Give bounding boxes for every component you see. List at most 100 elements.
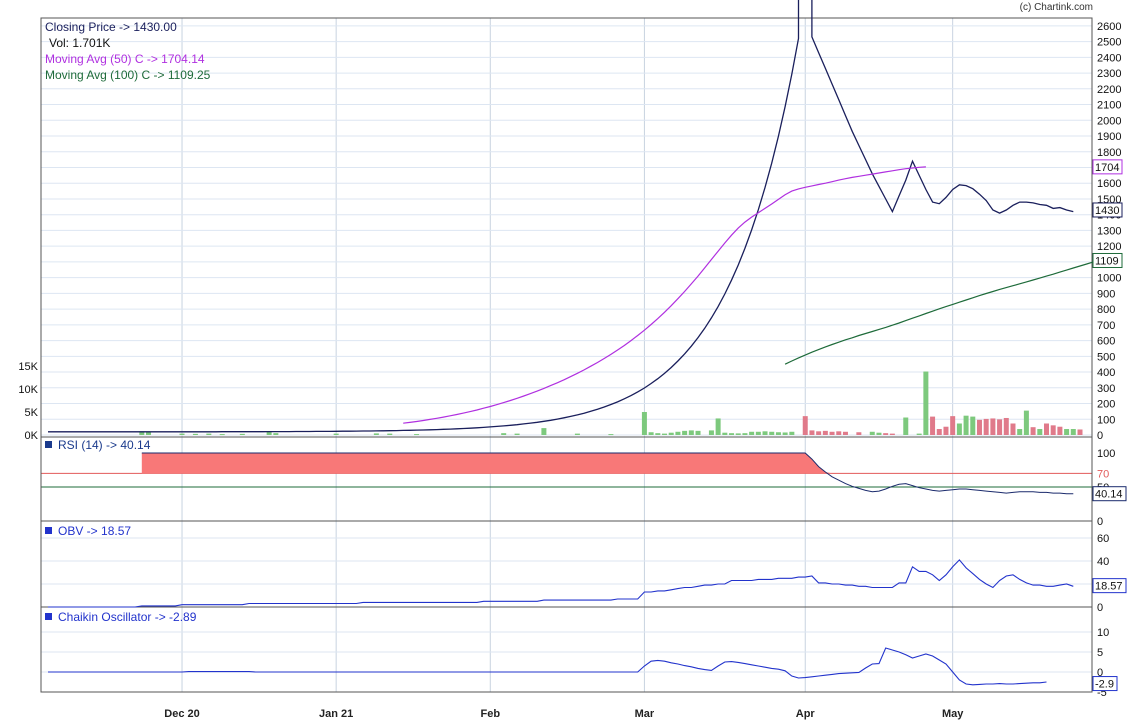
- price-y-tick: 1600: [1097, 178, 1121, 190]
- rsi-y-tick: 70: [1097, 468, 1109, 480]
- volume-bar: [1043, 423, 1049, 435]
- volume-bar: [970, 416, 976, 435]
- obv-line: [48, 559, 1074, 608]
- volume-bar: [1064, 429, 1070, 435]
- price-y-tick: 400: [1097, 367, 1115, 379]
- volume-bar: [206, 433, 212, 435]
- volume-bar: [266, 431, 272, 435]
- price-y-tick: 2600: [1097, 21, 1121, 33]
- volume-bar: [1050, 425, 1056, 435]
- volume-bar: [762, 431, 768, 435]
- rsi-overbought-fill: [141, 453, 1074, 474]
- volume-bar: [1010, 423, 1016, 435]
- volume-bar: [976, 419, 982, 435]
- chaikin-y-tick: -5: [1097, 687, 1107, 699]
- volume-bar: [775, 432, 781, 435]
- volume-bar: [916, 433, 922, 435]
- obv-last-value-text: 18.57: [1095, 581, 1123, 593]
- volume-bar: [943, 426, 949, 435]
- panel-frame: [40, 436, 1093, 522]
- x-tick-label: May: [942, 708, 964, 720]
- price-line: [48, 0, 1074, 433]
- volume-bar: [387, 433, 393, 435]
- volume-bar: [876, 432, 882, 435]
- price-y-tick: 2400: [1097, 52, 1121, 64]
- volume-y-tick: 10K: [18, 384, 38, 396]
- price-last-value-box: [1092, 202, 1123, 218]
- volume-bar: [662, 433, 668, 435]
- rsi-line: [141, 452, 1074, 495]
- volume-bar: [856, 432, 862, 435]
- price-y-tick: 2000: [1097, 115, 1121, 127]
- x-tick-label: Mar: [635, 708, 655, 720]
- price-y-tick: 1800: [1097, 147, 1121, 159]
- volume-bar: [668, 432, 674, 435]
- volume-bar: [695, 430, 701, 435]
- volume-bar: [816, 431, 822, 435]
- volume-bar: [146, 432, 152, 435]
- volume-bar: [715, 418, 721, 435]
- volume-bar: [950, 416, 956, 435]
- volume-bar: [1070, 429, 1076, 435]
- price-y-tick: 2500: [1097, 37, 1121, 49]
- price-y-tick: 0: [1097, 430, 1103, 442]
- x-tick-label: Dec 20: [164, 708, 199, 720]
- volume-bar: [1023, 410, 1029, 435]
- volume-label: Vol: 1.701K: [49, 36, 110, 50]
- volume-bar: [1037, 429, 1043, 435]
- price-y-tick: 1300: [1097, 225, 1121, 237]
- volume-bar: [273, 433, 279, 435]
- price-y-tick: 900: [1097, 288, 1115, 300]
- price-y-tick: 2100: [1097, 100, 1121, 112]
- volume-bar: [755, 431, 761, 435]
- volume-bar: [139, 431, 145, 435]
- rsi-legend-swatch: [45, 441, 52, 448]
- obv-label: OBV -> 18.57: [58, 524, 131, 538]
- volume-bar: [742, 433, 748, 435]
- volume-bar: [782, 432, 788, 435]
- ma100-label: Moving Avg (100) C -> 1109.25: [45, 68, 211, 82]
- volume-bar: [1017, 429, 1023, 435]
- volume-bar: [729, 433, 735, 435]
- volume-bar: [333, 433, 339, 435]
- x-tick-label: Jan 21: [319, 708, 353, 720]
- obv-y-tick: 60: [1097, 533, 1109, 545]
- volume-bar: [574, 433, 580, 435]
- rsi-y-tick: 100: [1097, 448, 1115, 460]
- rsi-y-tick: 0: [1097, 516, 1103, 528]
- chaikin-label: Chaikin Oscillator -> -2.89: [58, 610, 197, 624]
- obv-y-tick: 0: [1097, 602, 1103, 614]
- volume-bar: [836, 431, 842, 435]
- chaikin-last-value-box: [1092, 676, 1118, 692]
- volume-bar: [956, 423, 962, 435]
- price-y-tick: 2200: [1097, 84, 1121, 96]
- volume-bar: [930, 416, 936, 435]
- volume-bar: [735, 433, 741, 435]
- volume-y-tick: 15K: [18, 361, 38, 373]
- volume-bar: [983, 418, 989, 435]
- chaikin-legend-swatch: [45, 613, 52, 620]
- panel-frame: [40, 520, 1093, 608]
- ma50-line: [403, 166, 926, 424]
- chaikin-y-tick: 5: [1097, 647, 1103, 659]
- volume-bar: [829, 431, 835, 435]
- chaikin-last-value-text: -2.9: [1095, 679, 1114, 691]
- volume-bar: [990, 418, 996, 435]
- volume-bar: [769, 431, 775, 435]
- volume-bar: [179, 433, 185, 435]
- price-y-tick: 1900: [1097, 131, 1121, 143]
- volume-bar: [809, 430, 815, 435]
- volume-bar: [997, 419, 1003, 435]
- volume-bar: [192, 433, 198, 435]
- volume-bar: [883, 433, 889, 435]
- ma100-last-value-text: 1109: [1095, 255, 1119, 267]
- price-y-tick: 300: [1097, 383, 1115, 395]
- price-y-tick: 600: [1097, 336, 1115, 348]
- volume-y-tick: 5K: [25, 407, 39, 419]
- volume-bar: [373, 433, 379, 435]
- volume-bar: [923, 371, 929, 435]
- volume-bar: [655, 433, 661, 435]
- price-y-tick: 800: [1097, 304, 1115, 316]
- volume-bar: [903, 417, 909, 435]
- volume-bar: [501, 433, 507, 435]
